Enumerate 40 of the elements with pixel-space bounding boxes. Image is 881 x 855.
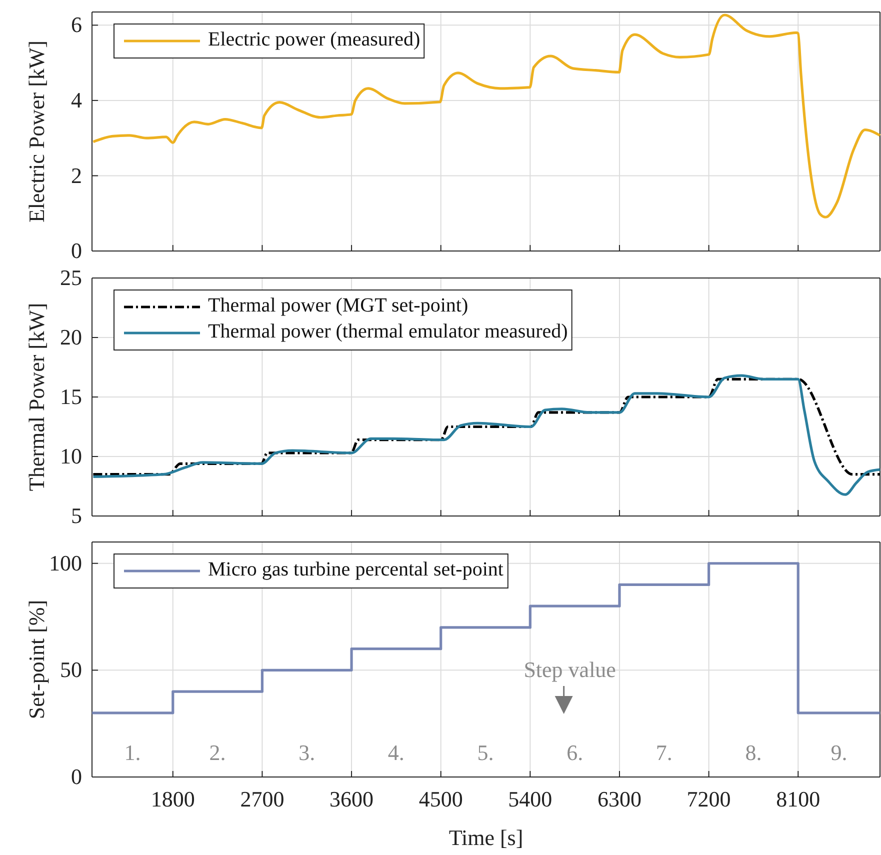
y-tick-label: 0 — [71, 764, 82, 790]
annotation: 1. — [124, 740, 141, 766]
x-tick-label: 1800 — [150, 786, 195, 812]
x-tick-label: 5400 — [508, 786, 552, 812]
line-series — [92, 378, 881, 476]
x-tick-label: 4500 — [418, 786, 463, 812]
legend-label: Thermal power (MGT set-point) — [208, 294, 468, 317]
x-axis-title: Time [s] — [448, 825, 524, 850]
legend-label: Micro gas turbine percental set-point — [208, 558, 504, 581]
y-tick-label: 50 — [60, 657, 82, 682]
annotation: 4. — [388, 740, 404, 766]
y-axis-title: Electric Power [kW] — [24, 40, 49, 223]
y-tick-label: 15 — [60, 384, 82, 410]
x-tick-label: 3600 — [330, 786, 374, 812]
annotation: 5. — [477, 740, 494, 766]
y-tick-label: 6 — [71, 12, 82, 38]
y-tick-label: 0 — [71, 238, 82, 264]
annotation: Step value — [524, 657, 616, 682]
legend-label: Thermal power (thermal emulator measured) — [208, 320, 568, 343]
x-tick-label: 2700 — [240, 786, 284, 812]
y-tick-label: 2 — [71, 162, 82, 188]
y-tick-label: 25 — [60, 265, 82, 290]
y-axis-title: Thermal Power [kW] — [24, 302, 49, 492]
annotation: 6. — [566, 740, 584, 766]
y-tick-label: 4 — [71, 87, 82, 112]
y-tick-label: 5 — [71, 503, 82, 528]
y-tick-label: 10 — [60, 444, 82, 469]
y-tick-label: 20 — [60, 324, 82, 350]
line-series — [92, 374, 881, 496]
annotation: 8. — [745, 740, 762, 766]
x-tick-label: 8100 — [776, 786, 820, 812]
y-axis-title: Set-point [%] — [24, 600, 49, 720]
annotation: 2. — [209, 740, 226, 766]
annotation: 9. — [830, 740, 848, 766]
legend-label: Electric power (measured) — [208, 28, 420, 51]
x-tick-label: 7200 — [686, 786, 731, 812]
annotation: 7. — [656, 740, 672, 766]
annotation: 3. — [298, 740, 316, 766]
x-tick-label: 6300 — [597, 786, 642, 812]
y-tick-label: 100 — [49, 550, 82, 576]
